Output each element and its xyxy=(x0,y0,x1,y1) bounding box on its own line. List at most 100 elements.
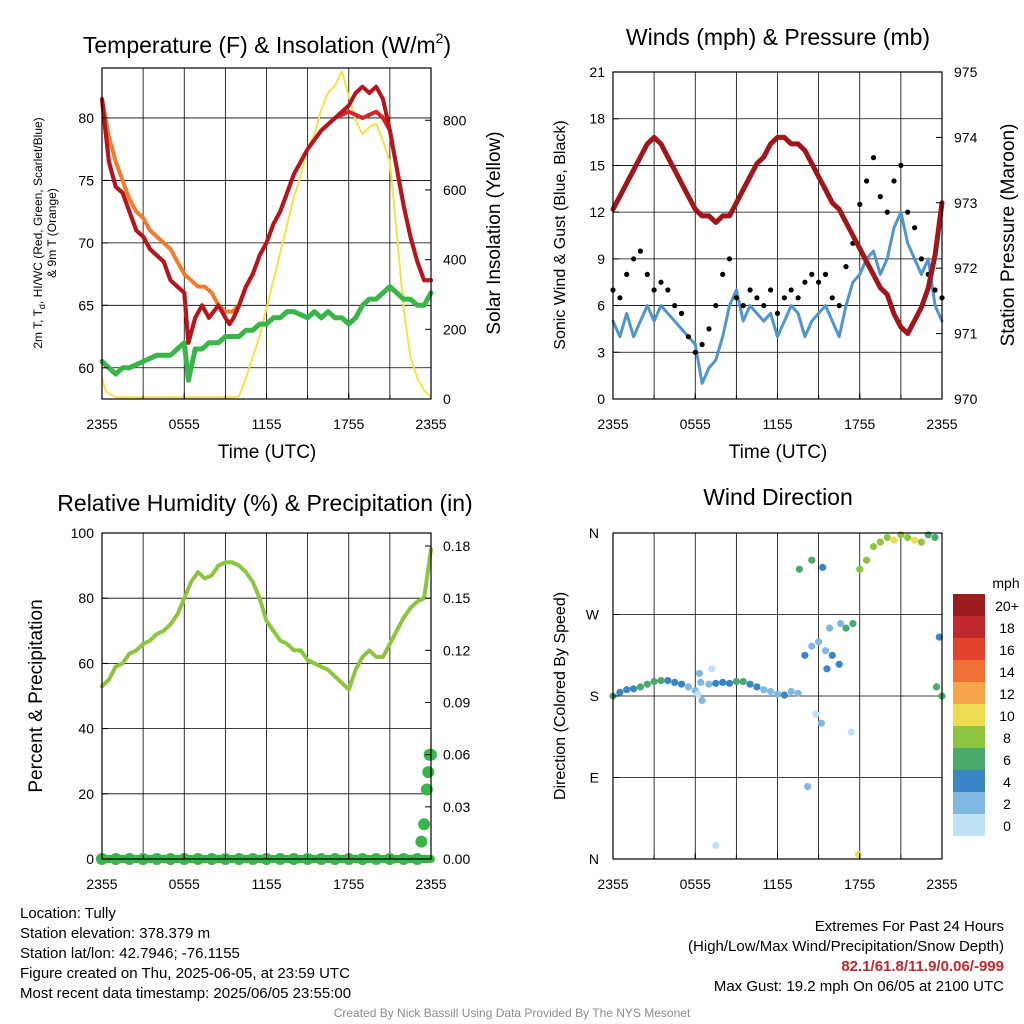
x-tick-label: 2355 xyxy=(926,876,957,892)
colorbar-label: 8 xyxy=(1003,730,1011,746)
gust-point xyxy=(631,256,637,262)
wind-direction-point xyxy=(924,531,932,539)
y2-tick-label: 973 xyxy=(954,195,978,211)
wind-direction-point xyxy=(712,679,720,687)
y2-tick-label: 200 xyxy=(443,321,467,337)
x-tick-label: 0555 xyxy=(680,416,711,432)
gust-point xyxy=(912,225,918,231)
y-tick-label: 20 xyxy=(78,786,94,802)
y-tick-label: 9 xyxy=(597,251,605,267)
gust-point xyxy=(781,295,788,301)
station-elevation: Station elevation: 378.379 m xyxy=(20,925,211,942)
gust-point xyxy=(836,303,842,309)
x-tick-label: 2355 xyxy=(415,416,446,432)
gust-point xyxy=(884,209,890,215)
humidity-y-axis-label: Percent & Precipitation xyxy=(26,599,47,792)
wind-direction-point xyxy=(643,680,651,688)
y2-tick-label: 0.12 xyxy=(443,642,470,658)
wind-direction-point xyxy=(849,620,857,628)
y2-tick-label: 800 xyxy=(443,112,467,128)
y-tick-label: 80 xyxy=(78,590,94,606)
colorbar-swatch xyxy=(953,660,985,682)
colorbar-swatch xyxy=(953,814,985,836)
wind-direction-point xyxy=(767,687,775,696)
colorbar-label: 16 xyxy=(999,642,1015,658)
wind-direction-point xyxy=(812,710,820,718)
gust-point xyxy=(788,287,794,293)
y-tick-label: 70 xyxy=(78,235,94,251)
extremes-subtitle: (High/Low/Max Wind/Precipitation/Snow De… xyxy=(688,938,1004,955)
temperature-panel-title: Temperature (F) & Insolation (W/m2) xyxy=(83,30,451,58)
gust-point xyxy=(816,279,822,285)
temperature-y-axis-label-line2: & 9m T (Orange) xyxy=(45,188,59,278)
y2-tick-label: 0.06 xyxy=(443,747,470,763)
y2-tick-label: 0.03 xyxy=(443,799,470,815)
gust-point xyxy=(617,295,623,301)
wind-direction-point xyxy=(911,536,919,544)
wind-direction-point xyxy=(694,690,702,698)
y-tick-label: 6 xyxy=(597,298,605,314)
gust-point xyxy=(692,349,698,355)
wind-direction-point xyxy=(664,677,672,685)
wind-direction-point xyxy=(650,677,658,686)
wind-direction-panel-title: Wind Direction xyxy=(703,484,853,510)
y-tick-label: 40 xyxy=(78,721,94,737)
wind-direction-point xyxy=(695,669,704,678)
extremes-values: 82.1/61.8/11.9/0.06/-999 xyxy=(841,958,1004,975)
y-tick-label: 18 xyxy=(589,111,605,127)
y-tick-label: 21 xyxy=(589,64,605,80)
wind-direction-point xyxy=(869,543,878,551)
gust-point xyxy=(685,334,692,340)
colorbar-label: 6 xyxy=(1003,752,1011,768)
extremes-info: Extremes For Past 24 Hours (High/Low/Max… xyxy=(688,917,1004,997)
wind-direction-point xyxy=(698,696,706,705)
gust-point xyxy=(864,178,870,184)
winds-y-axis-label: Sonic Wind & Gust (Blue, Black) xyxy=(552,120,569,349)
wind-direction-point xyxy=(705,680,713,688)
x-tick-label: 1755 xyxy=(844,416,875,432)
colorbar-swatch xyxy=(953,704,985,726)
y2-tick-label: 400 xyxy=(443,252,467,268)
insolation-y-axis-label: Solar Insolation (Yellow) xyxy=(484,131,505,334)
gust-point xyxy=(651,287,657,293)
wind-direction-point xyxy=(828,651,836,659)
x-tick-label: 1155 xyxy=(251,876,281,892)
x-tick-label: 2355 xyxy=(86,416,117,432)
wind-direction-point xyxy=(890,536,898,544)
gust-point xyxy=(843,264,849,270)
colorbar-label: 14 xyxy=(999,664,1015,680)
wind-direction-point xyxy=(677,680,686,688)
temperature-9m-line xyxy=(100,97,255,314)
y2-tick-label: 0.09 xyxy=(443,695,470,711)
y2-tick-label: 0.15 xyxy=(443,590,470,606)
figure-created: Figure created on Thu, 2025-06-05, at 23… xyxy=(20,965,350,982)
y2-tick-label: 0.00 xyxy=(443,851,470,867)
y2-tick-label: 971 xyxy=(954,326,978,342)
y-tick-label: 60 xyxy=(78,655,94,671)
gust-point xyxy=(870,155,877,161)
wind-direction-panel: Wind Direction 2355 0555 1155 1755 2355 N E S W N… xyxy=(552,484,1020,892)
y-tick-label: 65 xyxy=(78,297,94,313)
y2-tick-label: 970 xyxy=(954,391,978,407)
gust-point xyxy=(905,209,911,215)
gust-point xyxy=(726,256,733,262)
x-tick-label: 1155 xyxy=(762,416,792,432)
wind-direction-point xyxy=(883,533,891,542)
precipitation-point xyxy=(420,783,433,796)
wind-direction-point xyxy=(780,691,789,699)
wind-direction-point xyxy=(931,533,939,542)
gust-point xyxy=(898,162,904,168)
wind-direction-point xyxy=(932,683,941,691)
wind-direction-point xyxy=(753,683,761,691)
x-tick-label: 0555 xyxy=(169,876,200,892)
wind-direction-point xyxy=(917,538,926,546)
credit-line: Created By Nick Bassill Using Data Provi… xyxy=(333,1006,691,1020)
x-tick-label: 0555 xyxy=(169,416,200,432)
wind-direction-point xyxy=(719,678,727,687)
x-tick-label: 1155 xyxy=(251,416,281,432)
wind-direction-point xyxy=(826,624,834,632)
wind-direction-point xyxy=(854,850,863,859)
wind-direction-point xyxy=(815,638,823,646)
wind-direction-point xyxy=(739,677,747,686)
